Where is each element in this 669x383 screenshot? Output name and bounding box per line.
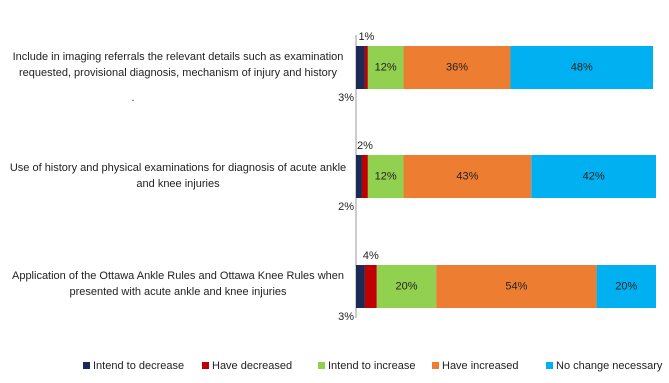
legend-swatch [83,362,90,369]
value-label: 20% [615,280,637,292]
bar-segment [367,155,404,198]
bar-segment [376,265,437,308]
bar-segment [356,155,362,198]
value-label: 3% [338,92,354,104]
bar-segment [403,46,511,89]
bar-segment [596,265,656,308]
value-label: 43% [456,170,478,182]
legend-label: Have increased [442,360,518,372]
category-label: Use of history and physical examinations… [9,162,347,190]
bar-segment [436,265,597,308]
legend-swatch [546,362,553,369]
legend-label: Intend to increase [328,360,415,372]
legend-swatch [202,362,209,369]
value-label: 12% [375,170,397,182]
annotation: . [131,92,135,104]
value-label: 36% [446,61,468,73]
value-label: 54% [505,280,527,292]
value-label: 1% [358,31,374,43]
category-label: Application of the Ottawa Ankle Rules an… [11,270,345,298]
value-label: 3% [338,311,354,323]
value-label: 20% [395,280,417,292]
value-label: 4% [363,250,379,262]
bar-segment [367,46,404,89]
bar-segment [531,155,656,198]
category-label: Include in imaging referrals the relevan… [12,51,344,79]
bar-segment [364,46,368,89]
value-label: 42% [583,170,605,182]
value-label: 12% [375,61,397,73]
bar-segment [361,155,368,198]
bar-segment [510,46,654,89]
legend-swatch [318,362,325,369]
bar-segment [403,155,532,198]
legend-label: No change necessary [556,360,663,372]
value-label: 2% [357,140,373,152]
legend-label: Intend to decrease [93,360,184,372]
bar-segment [356,46,365,89]
legend-swatch [432,362,439,369]
value-label: 48% [571,61,593,73]
value-label: 2% [338,201,354,213]
bar-segment [356,265,365,308]
legend-label: Have decreased [212,360,292,372]
bar-segment [364,265,377,308]
